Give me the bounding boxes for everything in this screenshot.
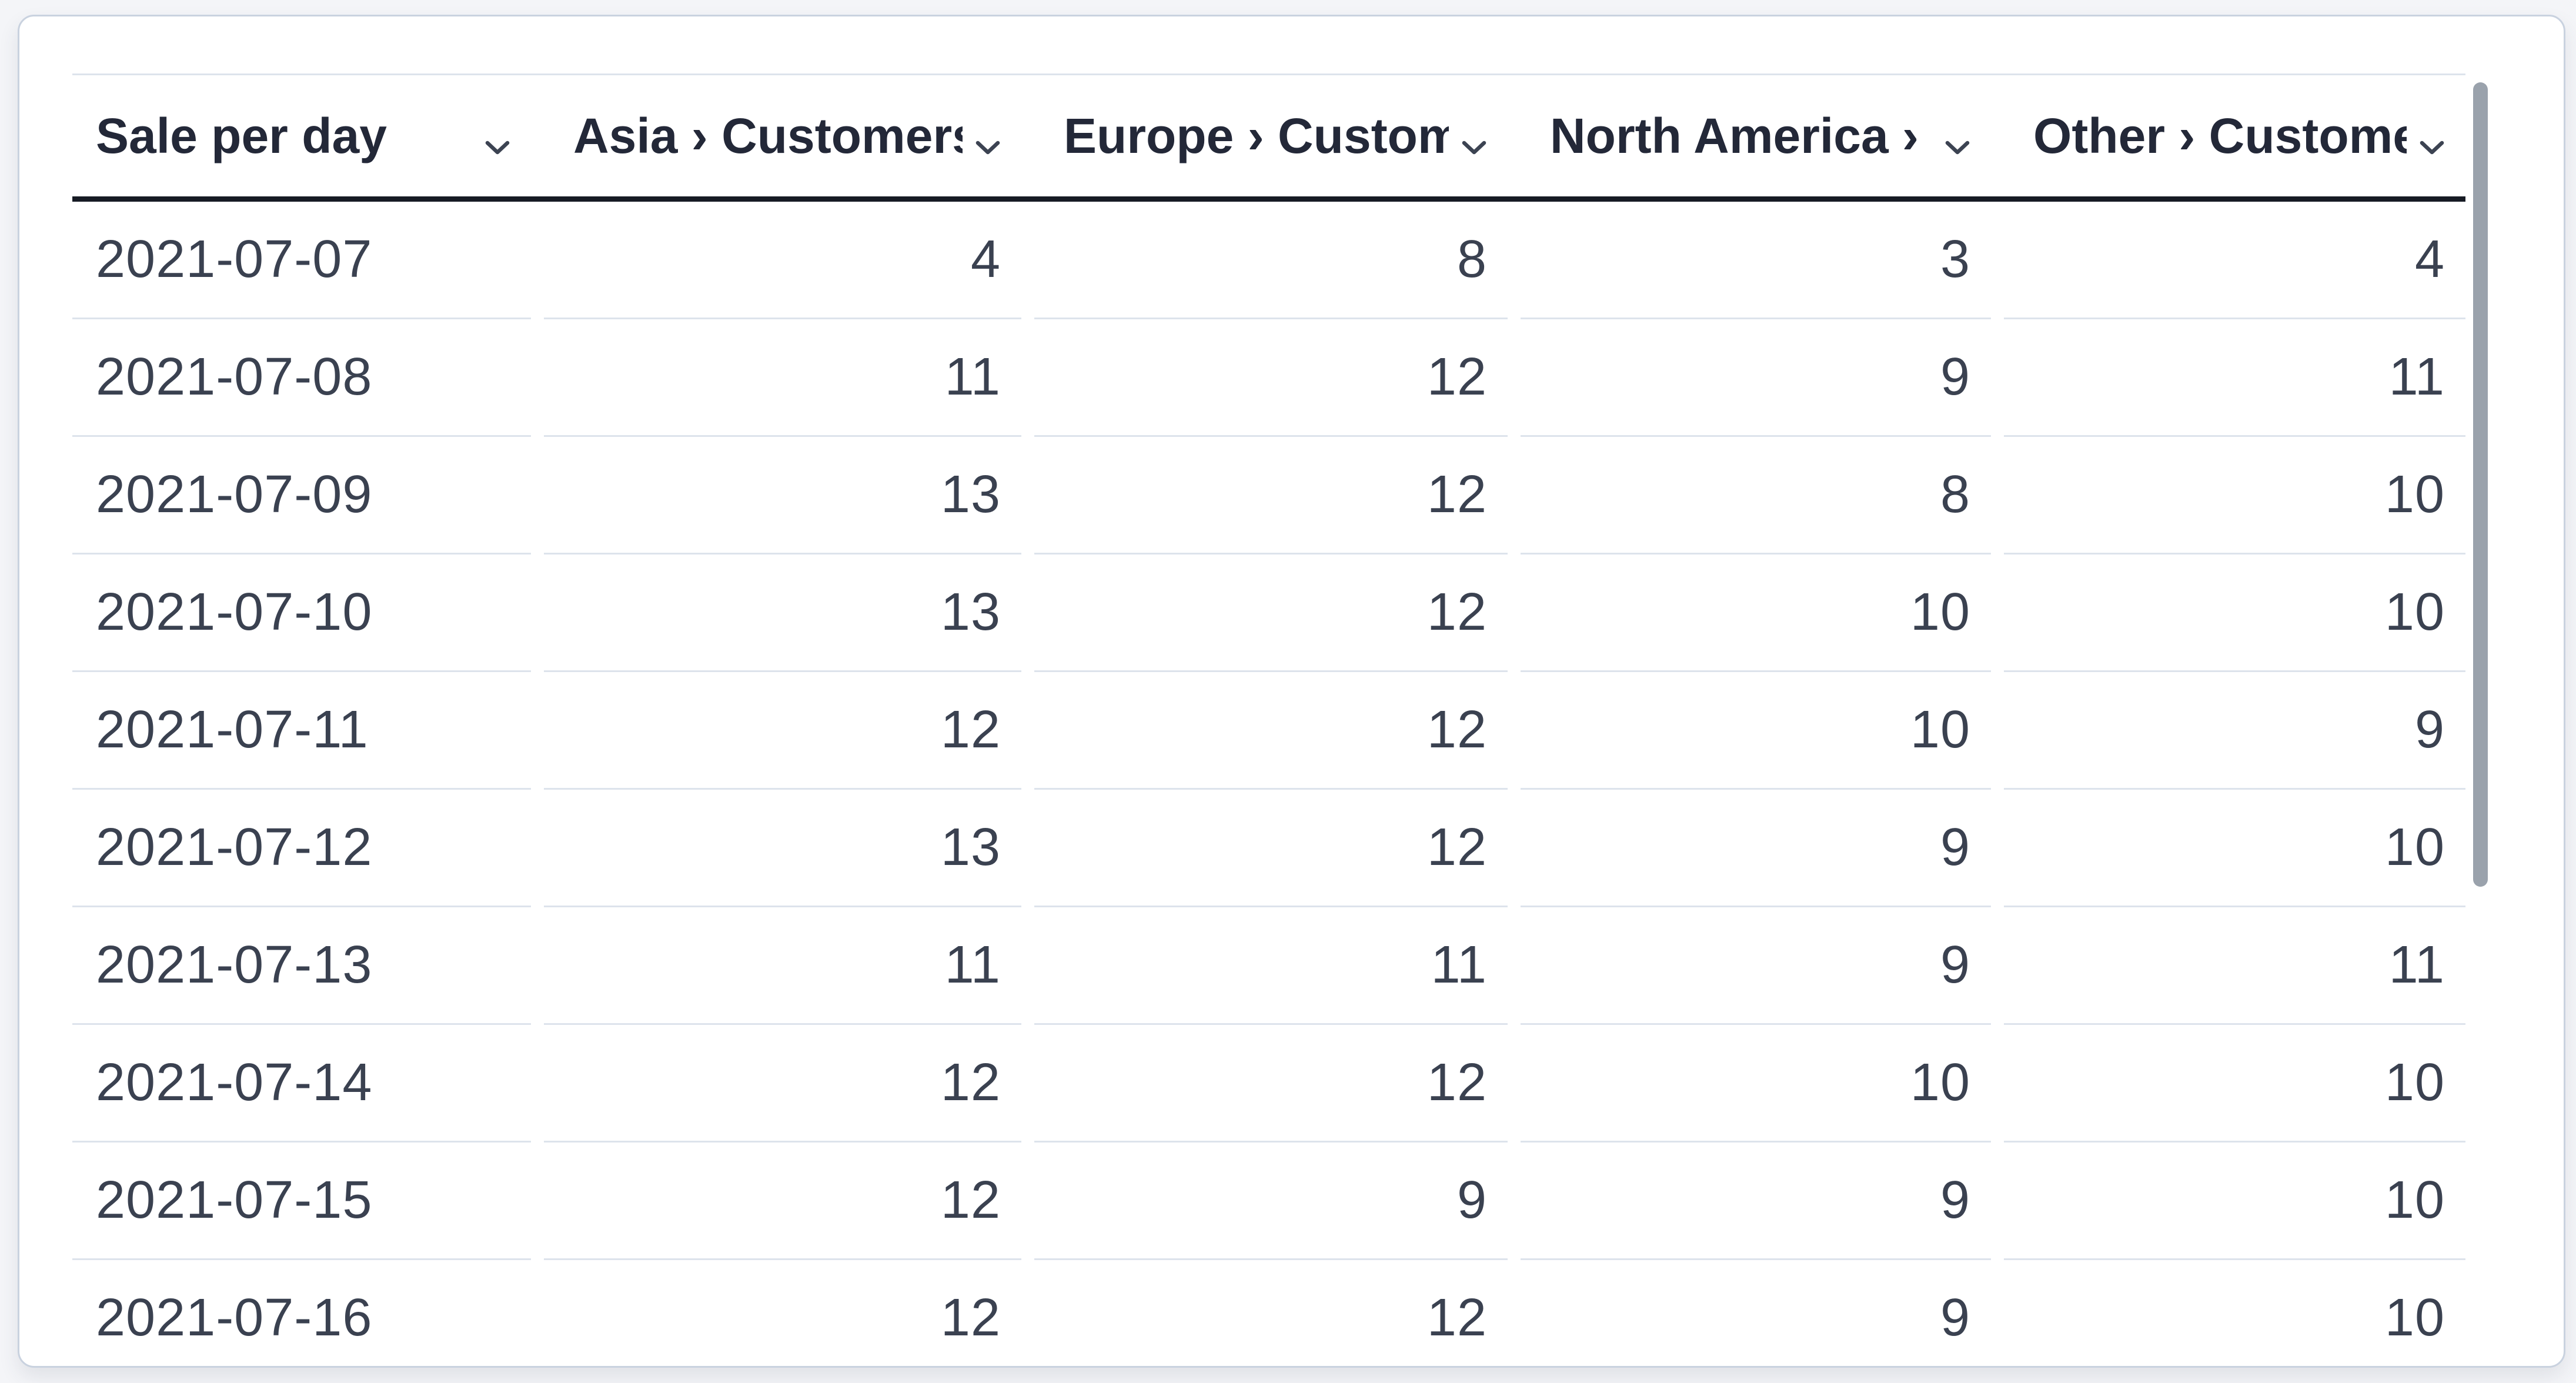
value-cell-europe[interactable]: 8 [1034,202,1508,319]
value-cell-north-america[interactable]: 10 [1521,554,1991,672]
value-cell-north-america[interactable]: 10 [1521,672,1991,790]
value-cell-north-america[interactable]: 9 [1521,907,1991,1025]
value-cell-asia[interactable]: 13 [544,790,1021,907]
vertical-scrollbar-thumb[interactable] [2473,82,2488,887]
table-top-rule [72,74,2465,75]
table-body: 2021-07-07 4 8 3 4 2021-07-08 11 12 9 11… [72,202,2465,1366]
table-row: 2021-07-08 11 12 9 11 [72,319,2465,437]
value-cell-other[interactable]: 10 [2004,1025,2465,1143]
column-header-asia-customers[interactable]: Asia › Customers [544,75,1021,196]
value-cell-other[interactable]: 11 [2004,907,2465,1025]
column-header-north-america-customers[interactable]: North America › Customers [1521,75,1991,196]
date-cell[interactable]: 2021-07-10 [72,554,531,672]
chevron-down-icon[interactable] [1457,119,1491,155]
date-cell[interactable]: 2021-07-09 [72,437,531,554]
table-row: 2021-07-09 13 12 8 10 [72,437,2465,554]
value-cell-asia[interactable]: 12 [544,1260,1021,1366]
table-card: Sale per day Asia › Customers Europe › C… [18,15,2565,1368]
column-header-other-customers[interactable]: Other › Customers [2004,75,2465,196]
value-cell-other[interactable]: 10 [2004,1260,2465,1366]
value-cell-north-america[interactable]: 3 [1521,202,1991,319]
value-cell-other[interactable]: 10 [2004,554,2465,672]
value-cell-north-america[interactable]: 9 [1521,1143,1991,1260]
chevron-down-icon[interactable] [1940,119,1974,155]
value-cell-north-america[interactable]: 8 [1521,437,1991,554]
table-row: 2021-07-14 12 12 10 10 [72,1025,2465,1143]
column-header-sale-per-day[interactable]: Sale per day [72,75,531,196]
value-cell-asia[interactable]: 13 [544,554,1021,672]
value-cell-asia[interactable]: 13 [544,437,1021,554]
table-row: 2021-07-11 12 12 10 9 [72,672,2465,790]
value-cell-asia[interactable]: 4 [544,202,1021,319]
value-cell-asia[interactable]: 11 [544,907,1021,1025]
value-cell-other[interactable]: 10 [2004,790,2465,907]
table-row: 2021-07-07 4 8 3 4 [72,202,2465,319]
value-cell-asia[interactable]: 11 [544,319,1021,437]
value-cell-north-america[interactable]: 9 [1521,790,1991,907]
column-header-label: Sale per day [96,108,387,163]
table-row: 2021-07-10 13 12 10 10 [72,554,2465,672]
value-cell-europe[interactable]: 12 [1034,437,1508,554]
value-cell-europe[interactable]: 12 [1034,1260,1508,1366]
date-cell[interactable]: 2021-07-07 [72,202,531,319]
date-cell[interactable]: 2021-07-12 [72,790,531,907]
value-cell-other[interactable]: 9 [2004,672,2465,790]
value-cell-other[interactable]: 4 [2004,202,2465,319]
value-cell-other[interactable]: 11 [2004,319,2465,437]
table-row: 2021-07-15 12 9 9 10 [72,1143,2465,1260]
value-cell-europe[interactable]: 12 [1034,1025,1508,1143]
value-cell-europe[interactable]: 12 [1034,319,1508,437]
date-cell[interactable]: 2021-07-13 [72,907,531,1025]
value-cell-asia[interactable]: 12 [544,1025,1021,1143]
value-cell-north-america[interactable]: 9 [1521,319,1991,437]
value-cell-europe[interactable]: 12 [1034,672,1508,790]
column-header-label: Other › Customers [2033,108,2407,163]
date-cell[interactable]: 2021-07-11 [72,672,531,790]
table-header-row: Sale per day Asia › Customers Europe › C… [72,75,2465,196]
column-header-label: North America › Customers [1550,108,1932,163]
value-cell-north-america[interactable]: 9 [1521,1260,1991,1366]
value-cell-asia[interactable]: 12 [544,1143,1021,1260]
value-cell-europe[interactable]: 12 [1034,554,1508,672]
date-cell[interactable]: 2021-07-14 [72,1025,531,1143]
column-header-label: Europe › Customers [1064,108,1449,163]
value-cell-asia[interactable]: 12 [544,672,1021,790]
table-row: 2021-07-13 11 11 9 11 [72,907,2465,1025]
value-cell-europe[interactable]: 12 [1034,790,1508,907]
column-header-label: Asia › Customers [573,108,963,163]
chevron-down-icon[interactable] [2415,119,2449,155]
chevron-down-icon[interactable] [480,119,514,155]
column-header-europe-customers[interactable]: Europe › Customers [1034,75,1508,196]
chevron-down-icon[interactable] [971,119,1005,155]
value-cell-europe[interactable]: 9 [1034,1143,1508,1260]
date-cell[interactable]: 2021-07-15 [72,1143,531,1260]
value-cell-other[interactable]: 10 [2004,1143,2465,1260]
date-cell[interactable]: 2021-07-08 [72,319,531,437]
table-row: 2021-07-12 13 12 9 10 [72,790,2465,907]
value-cell-north-america[interactable]: 10 [1521,1025,1991,1143]
table-row: 2021-07-16 12 12 9 10 [72,1260,2465,1366]
header-bottom-rule [72,196,2465,202]
data-table: Sale per day Asia › Customers Europe › C… [72,74,2465,1366]
date-cell[interactable]: 2021-07-16 [72,1260,531,1366]
value-cell-other[interactable]: 10 [2004,437,2465,554]
value-cell-europe[interactable]: 11 [1034,907,1508,1025]
